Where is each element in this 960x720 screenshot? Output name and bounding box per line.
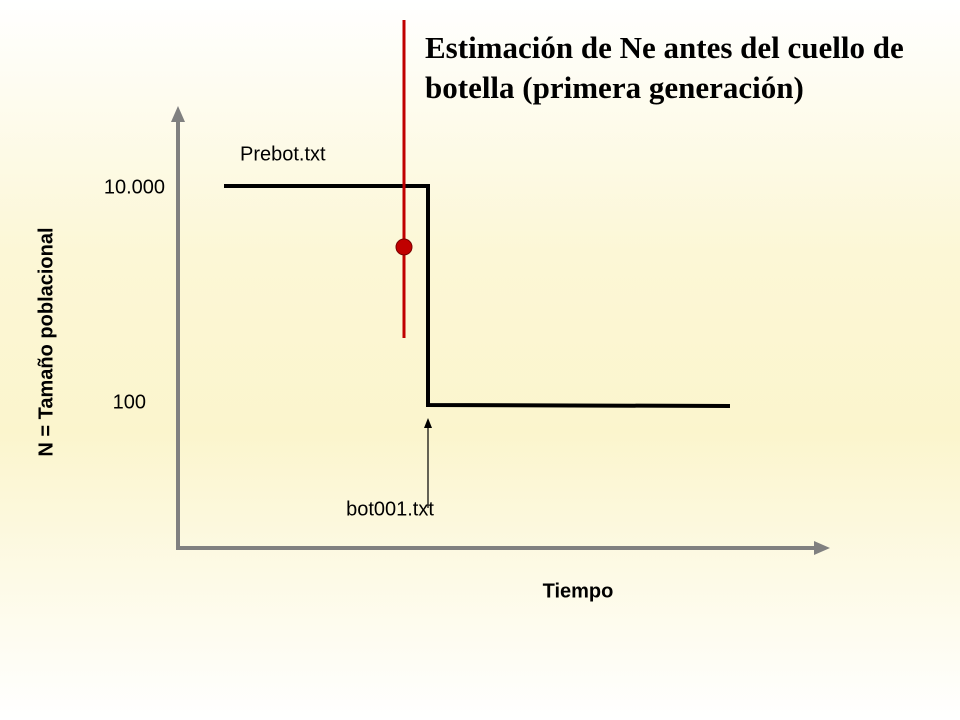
annotation: Prebot.txt xyxy=(240,143,326,165)
y-axis-label: N = Tamaño poblacional xyxy=(35,227,57,456)
y-axis-arrow xyxy=(171,106,185,122)
x-axis-label: Tiempo xyxy=(543,580,614,602)
annotation: bot001.txt xyxy=(346,498,434,520)
title-line: Estimación de Ne antes del cuello de xyxy=(425,30,904,65)
x-axis-arrow xyxy=(814,541,830,555)
population-line xyxy=(224,184,731,408)
y-level-label: 100 xyxy=(113,391,146,413)
y-level-label: 10.000 xyxy=(104,176,165,198)
pointer-arrowhead xyxy=(424,418,432,428)
title-line: botella (primera generación) xyxy=(425,70,804,105)
sample-point xyxy=(395,238,413,256)
